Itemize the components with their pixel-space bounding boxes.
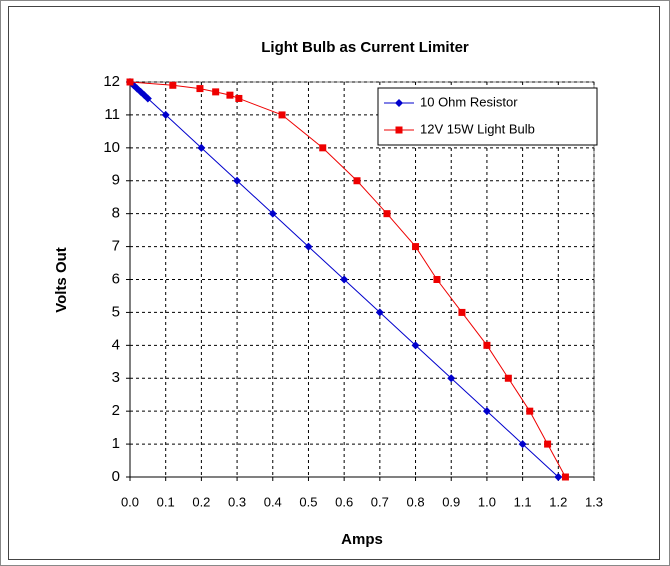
point bbox=[482, 407, 491, 416]
x-tick-label: 0.1 bbox=[157, 494, 175, 509]
legend-box bbox=[377, 87, 598, 146]
point bbox=[518, 440, 527, 449]
point bbox=[504, 374, 512, 382]
point bbox=[375, 308, 384, 317]
y-tick-label: 6 bbox=[112, 270, 120, 287]
y-tick-label: 9 bbox=[112, 172, 120, 189]
y-tick-label: 10 bbox=[103, 139, 120, 156]
point bbox=[197, 143, 206, 152]
point bbox=[235, 94, 243, 102]
point bbox=[353, 177, 361, 185]
point bbox=[544, 440, 552, 448]
point bbox=[126, 78, 134, 86]
y-tick-label: 3 bbox=[112, 369, 120, 386]
y-tick-label: 12 bbox=[103, 73, 120, 90]
legend-label: 12V 15W Light Bulb bbox=[420, 121, 535, 136]
legend-label: 10 Ohm Resistor bbox=[420, 94, 518, 109]
point bbox=[561, 473, 569, 481]
y-tick-label: 5 bbox=[112, 303, 120, 320]
point bbox=[458, 308, 466, 316]
point bbox=[226, 91, 234, 99]
x-tick-label: 1.3 bbox=[585, 494, 603, 509]
point bbox=[268, 209, 277, 218]
legend-marker bbox=[395, 126, 403, 134]
point bbox=[212, 88, 220, 96]
y-tick-label: 7 bbox=[112, 238, 120, 255]
y-tick-label: 0 bbox=[112, 468, 120, 485]
x-tick-label: 0.7 bbox=[371, 494, 389, 509]
y-tick-label: 2 bbox=[112, 402, 120, 419]
point bbox=[319, 144, 327, 152]
x-tick-label: 0.2 bbox=[192, 494, 210, 509]
x-tick-label: 0.8 bbox=[406, 494, 424, 509]
point bbox=[411, 341, 420, 350]
chart-title: Light Bulb as Current Limiter bbox=[261, 39, 469, 56]
x-tick-label: 0.3 bbox=[228, 494, 246, 509]
point bbox=[278, 111, 286, 119]
point bbox=[554, 473, 563, 481]
x-tick-label: 0.9 bbox=[442, 494, 460, 509]
point bbox=[196, 85, 204, 93]
point bbox=[304, 242, 313, 251]
y-tick-label: 11 bbox=[104, 106, 120, 123]
point bbox=[161, 110, 170, 119]
point bbox=[383, 210, 391, 218]
point bbox=[526, 407, 534, 415]
x-tick-label: 1.1 bbox=[514, 494, 532, 509]
x-tick-label: 0.4 bbox=[264, 494, 282, 509]
point bbox=[169, 81, 177, 89]
point bbox=[483, 341, 491, 349]
y-tick-label: 4 bbox=[112, 336, 120, 353]
x-tick-label: 0.0 bbox=[121, 494, 139, 509]
point bbox=[447, 374, 456, 383]
x-tick-label: 1.0 bbox=[478, 494, 496, 509]
point bbox=[433, 276, 441, 283]
point bbox=[233, 176, 242, 185]
y-tick-label: 1 bbox=[112, 435, 120, 452]
x-tick-label: 1.2 bbox=[549, 494, 567, 509]
y-tick-label: 8 bbox=[112, 205, 120, 222]
y-axis-title: Volts Out bbox=[53, 247, 70, 313]
x-tick-label: 0.5 bbox=[299, 494, 317, 509]
legend-marker bbox=[395, 99, 403, 107]
point bbox=[412, 243, 420, 251]
x-axis-title: Amps bbox=[341, 531, 383, 548]
point bbox=[143, 94, 152, 103]
point bbox=[340, 275, 349, 284]
x-tick-label: 0.6 bbox=[335, 494, 353, 509]
